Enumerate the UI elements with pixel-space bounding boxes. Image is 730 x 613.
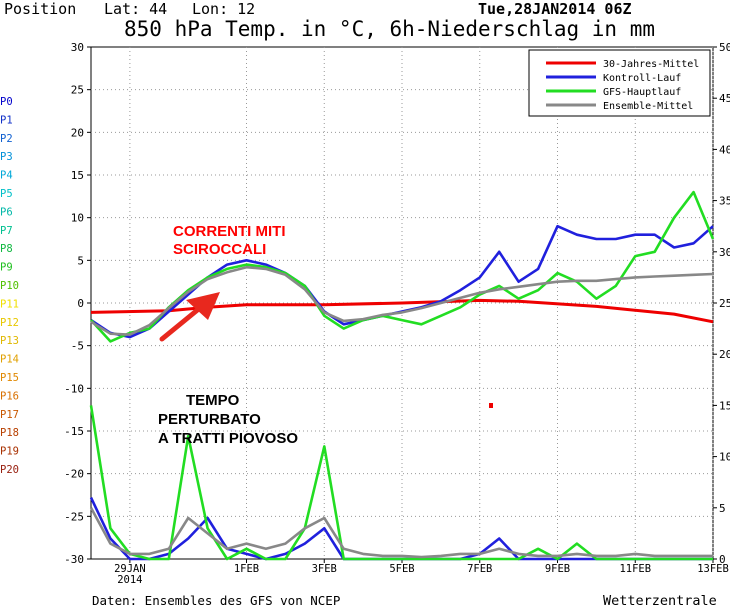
red-marker	[489, 403, 493, 408]
y-left-tick-label: 25	[71, 84, 84, 97]
series-line-5	[89, 405, 713, 561]
member-label-p0: P0	[0, 96, 13, 108]
member-label-p10: P10	[0, 280, 19, 292]
brand-label: Wetterzentrale	[603, 593, 717, 609]
y-left-tick-label: 15	[71, 169, 84, 182]
member-label-p16: P16	[0, 390, 19, 402]
chart-title: 850 hPa Temp. in °C, 6h-Niederschlag in …	[124, 17, 655, 41]
annotation-rain-line2: PERTURBATO	[158, 411, 261, 428]
member-label-p12: P12	[0, 317, 19, 329]
series-line-3	[90, 265, 714, 336]
y-left-tick-label: -25	[64, 510, 84, 523]
x-tick-label: 29JAN	[114, 563, 146, 575]
y-right-tick-label: 50	[719, 41, 730, 54]
legend-label: Kontroll-Lauf	[603, 73, 681, 84]
legend-label: 30-Jahres-Mittel	[603, 59, 699, 70]
member-label-p4: P4	[0, 170, 13, 182]
x-tick-label: 13FEB	[697, 563, 729, 575]
series-line-6	[89, 507, 713, 559]
legend-label: GFS-Hauptlauf	[603, 87, 681, 98]
member-label-p6: P6	[0, 206, 13, 218]
y-left-tick-label: 30	[71, 41, 84, 54]
y-left-tick-label: -30	[64, 553, 84, 566]
annotation-warm-line2: SCIROCCALI	[173, 241, 266, 258]
annotation-warm-line1: CORRENTI MITI	[173, 223, 286, 240]
member-label-p3: P3	[0, 151, 13, 163]
x-tick-label: 1FEB	[234, 563, 259, 575]
y-left-tick-label: -15	[64, 425, 84, 438]
y-left-tick-label: -5	[71, 340, 84, 353]
y-right-tick-label: 45	[719, 92, 730, 105]
y-right-tick-label: 5	[719, 502, 726, 515]
x-tick-label: 3FEB	[312, 563, 337, 575]
annotation-rain-line3: A TRATTI PIOVOSO	[158, 430, 298, 447]
member-label-p19: P19	[0, 446, 19, 458]
member-labels: P0 P1 P2 P3 P4 P5 P6 P7 P8 P9 P10 P11 P12 P13 P14 P15 P1…	[0, 96, 19, 476]
y-left-tick-label: 0	[77, 297, 84, 310]
x-tick-label: 11FEB	[619, 563, 651, 575]
member-label-p2: P2	[0, 133, 13, 145]
y-right-tick-label: 15	[719, 399, 730, 412]
annotation-rain-line1: TEMPO	[186, 392, 240, 409]
member-label-p1: P1	[0, 114, 13, 126]
member-label-p11: P11	[0, 298, 19, 310]
y-axis-left: 30 25 20 15 10 5 0 -5 -10 -15 -20 -25 -30	[64, 41, 91, 566]
y-left-tick-label: 5	[77, 254, 84, 267]
series-lines	[89, 190, 715, 561]
member-label-p5: P5	[0, 188, 13, 200]
member-label-p20: P20	[0, 464, 19, 476]
y-right-tick-label: 25	[719, 297, 730, 310]
data-source-label: Daten: Ensembles des GFS von NCEP	[92, 593, 340, 608]
y-right-tick-label: 30	[719, 246, 730, 259]
lon-label: Lon: 12	[192, 0, 255, 18]
series-line-0	[90, 298, 714, 324]
member-label-p13: P13	[0, 335, 19, 347]
x-tick-label: 9FEB	[545, 563, 570, 575]
series-line-2	[90, 190, 715, 343]
position-label: Position	[4, 0, 76, 18]
x-tick-label: 5FEB	[389, 563, 414, 575]
y-left-tick-label: 20	[71, 126, 84, 139]
y-right-tick-label: 35	[719, 195, 730, 208]
y-right-tick-label: 40	[719, 143, 730, 156]
member-label-p17: P17	[0, 409, 19, 421]
y-left-tick-label: 10	[71, 212, 84, 225]
member-label-p8: P8	[0, 243, 13, 255]
y-right-tick-label: 10	[719, 451, 730, 464]
y-left-tick-label: -10	[64, 382, 84, 395]
member-label-p18: P18	[0, 427, 19, 439]
legend: 30-Jahres-Mittel Kontroll-Lauf GFS-Hauptla…	[528, 49, 711, 117]
x-tick-label: 7FEB	[467, 563, 492, 575]
x-tick-label: 2014	[117, 574, 142, 586]
y-right-tick-label: 0	[719, 553, 726, 566]
lat-label: Lat: 44	[104, 0, 167, 18]
run-label: Tue,28JAN2014 06Z	[478, 0, 632, 18]
y-left-tick-label: -20	[64, 468, 84, 481]
member-label-p9: P9	[0, 262, 13, 274]
arrow-icon	[159, 292, 220, 342]
member-label-p7: P7	[0, 225, 13, 237]
y-right-tick-label: 20	[719, 348, 730, 361]
member-label-p14: P14	[0, 354, 19, 366]
legend-label: Ensemble-Mittel	[603, 101, 693, 112]
member-label-p15: P15	[0, 372, 19, 384]
